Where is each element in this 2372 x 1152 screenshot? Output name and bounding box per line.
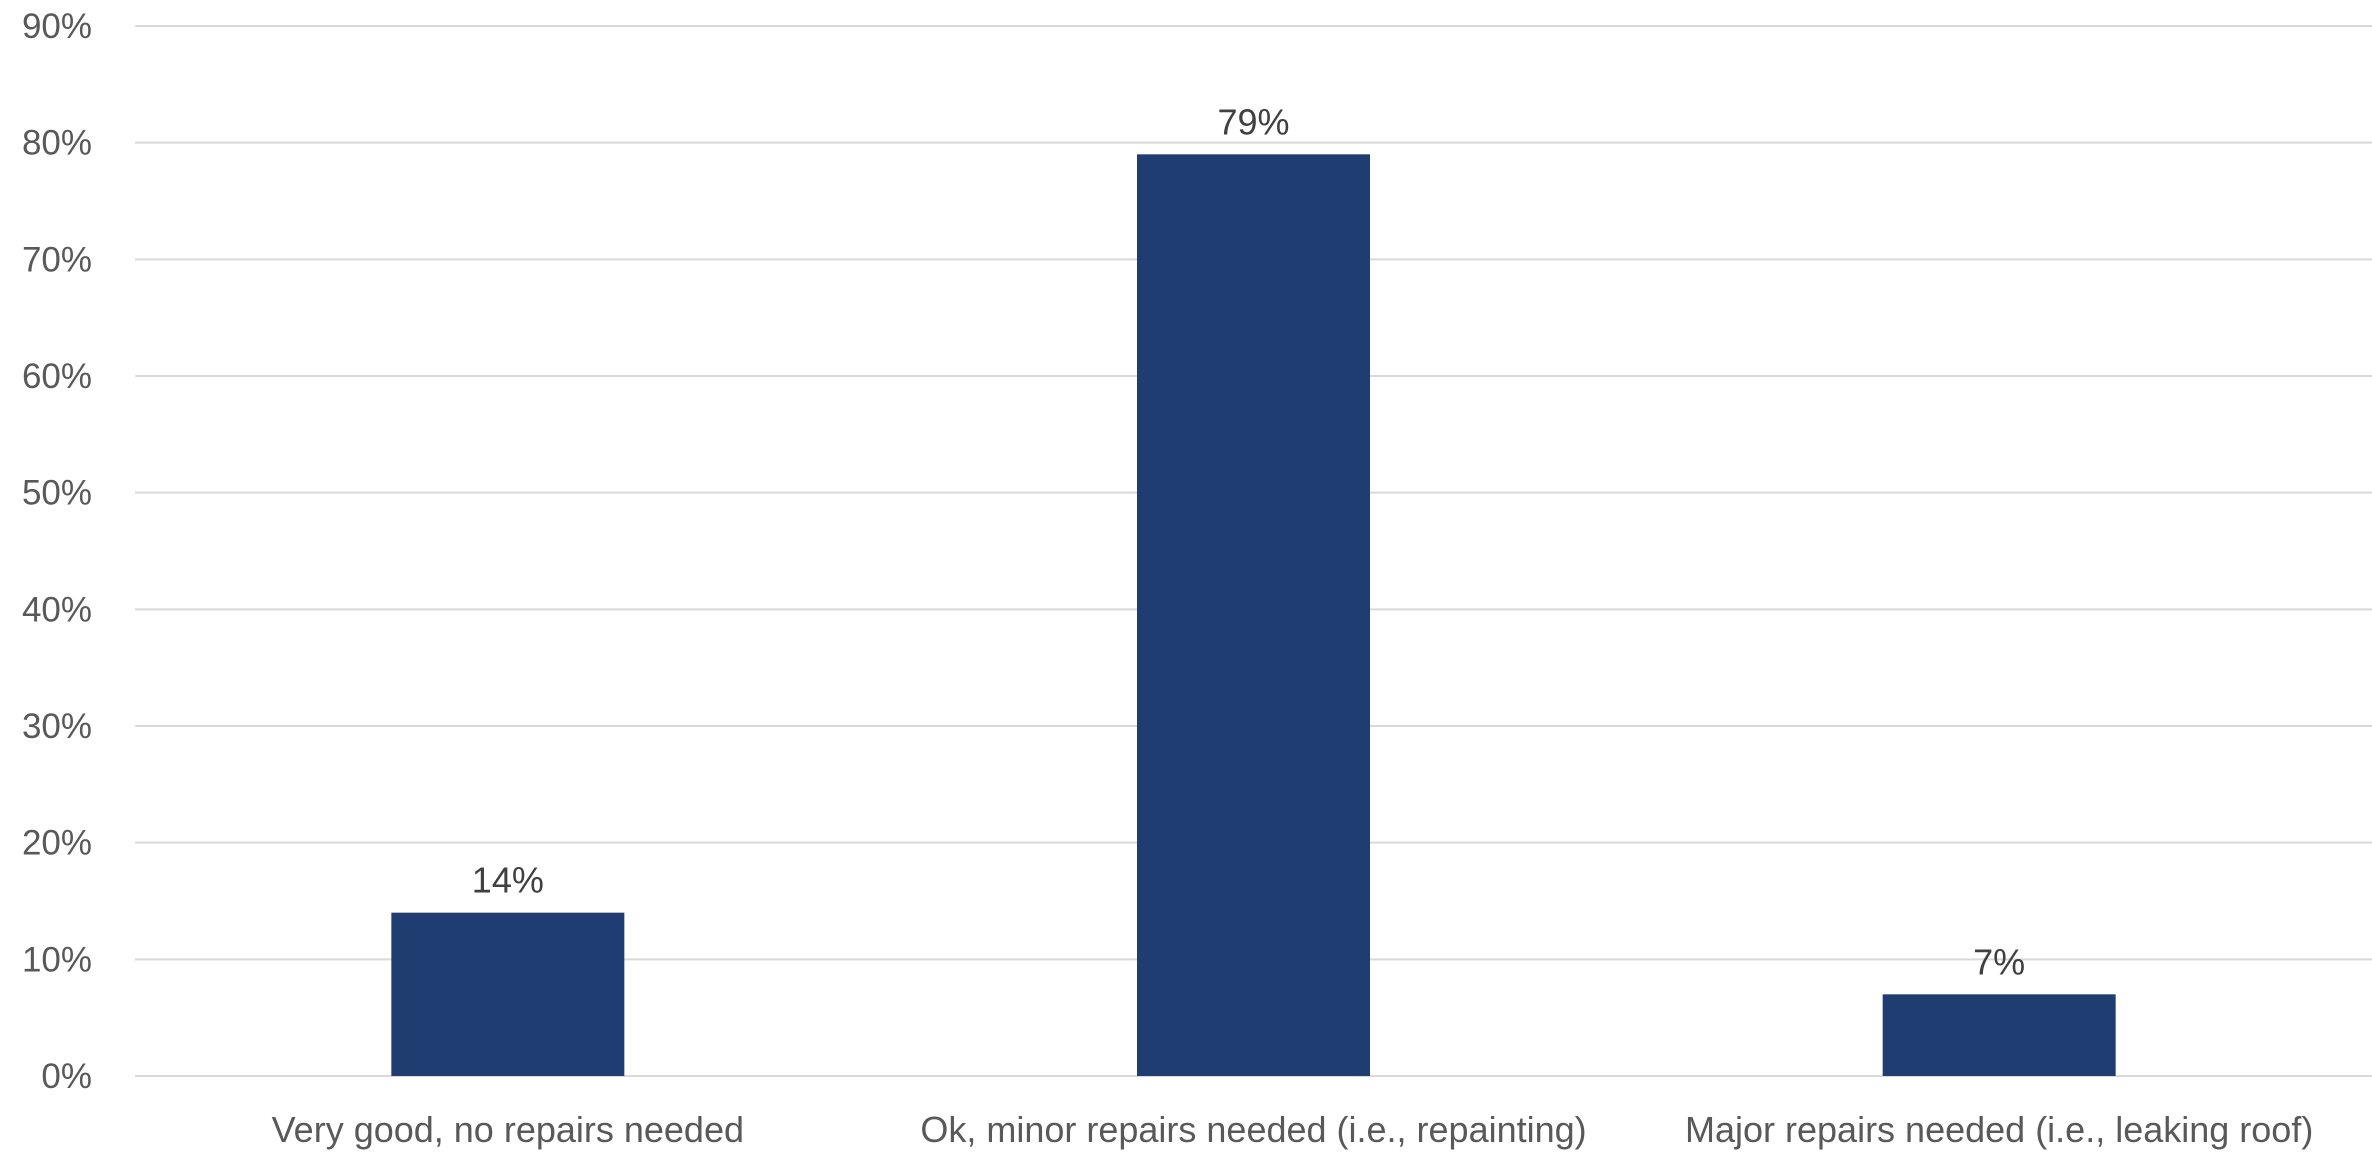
data-labels: 14% 79% 7% xyxy=(472,101,2025,982)
y-tick-label: 50% xyxy=(22,474,92,513)
y-tick-label: 90% xyxy=(22,7,92,46)
y-tick-label: 30% xyxy=(22,707,92,746)
y-tick-label: 80% xyxy=(22,124,92,163)
bar xyxy=(1137,154,1370,1077)
bar xyxy=(1882,994,2116,1076)
data-label: 79% xyxy=(1217,101,1289,142)
y-tick-label: 40% xyxy=(22,590,92,629)
y-tick-label: 20% xyxy=(22,824,92,863)
bar xyxy=(391,912,625,1076)
x-category-label: Major repairs needed (i.e., leaking roof… xyxy=(1685,1109,2313,1150)
data-label: 7% xyxy=(1973,941,2025,982)
y-tick-label: 0% xyxy=(41,1057,92,1096)
bars xyxy=(391,154,2116,1077)
x-category-label: Ok, minor repairs needed (i.e., repainti… xyxy=(920,1109,1586,1150)
x-axis-category-labels: Very good, no repairs needed Ok, minor re… xyxy=(272,1109,2314,1150)
y-tick-label: 60% xyxy=(22,357,92,396)
x-category-label: Very good, no repairs needed xyxy=(272,1109,744,1150)
y-tick-label: 70% xyxy=(22,240,92,279)
y-axis-tick-labels: 0% 10% 20% 30% 40% 50% 60% 70% 80% 90% xyxy=(22,7,92,1096)
data-label: 14% xyxy=(472,860,544,901)
y-tick-label: 10% xyxy=(22,940,92,979)
